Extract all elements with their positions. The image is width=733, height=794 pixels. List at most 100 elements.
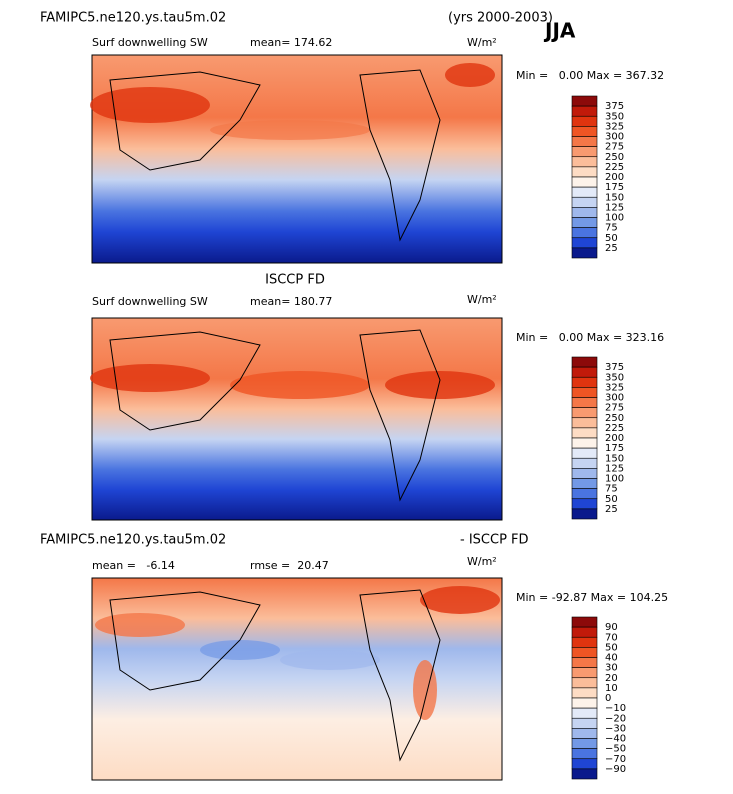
colorbar-box <box>571 376 598 388</box>
colorbar-box <box>571 126 598 137</box>
colorbars: 3753503253002752502252001751501251007550… <box>571 95 626 780</box>
colorbar-label: 250 <box>605 413 624 424</box>
colorbar-box <box>571 636 598 648</box>
colorbar-label: 25 <box>605 243 618 254</box>
mean: mean= 174.62 <box>250 36 332 49</box>
mean: mean = -6.14 <box>92 559 175 572</box>
colorbar-box <box>571 488 598 500</box>
years: (yrs 2000-2003) <box>448 11 553 26</box>
colorbar-box <box>571 687 598 699</box>
colorbar-label: 70 <box>605 632 618 643</box>
colorbar-label: 200 <box>605 433 624 444</box>
colorbar-label: 0 <box>605 693 611 704</box>
colorbar-label: 150 <box>605 453 624 464</box>
colorbar-box <box>571 728 598 739</box>
colorbar-label: 50 <box>605 642 618 653</box>
colorbar-box <box>571 95 598 107</box>
colorbar-label: −50 <box>605 744 626 755</box>
colorbar-label: −90 <box>605 764 626 775</box>
colorbar-label: 125 <box>605 463 624 474</box>
colorbar-label: 275 <box>605 142 624 153</box>
colorbar-box <box>571 247 598 259</box>
colorbar-label: 10 <box>605 683 618 694</box>
colorbar-label: 75 <box>605 484 618 495</box>
min-max: Min = -92.87 Max = 104.25 <box>516 591 668 604</box>
colorbar-box <box>571 397 598 408</box>
colorbar-box <box>571 176 598 188</box>
colorbar-label: −30 <box>605 723 626 734</box>
min-max: Min = 0.00 Max = 367.32 <box>516 69 664 82</box>
colorbar-label: 225 <box>605 423 624 434</box>
panel-title: - ISCCP FD <box>460 533 529 548</box>
colorbar-box <box>571 217 598 228</box>
colorbar-box <box>571 437 598 449</box>
colorbar-label: 100 <box>605 474 624 485</box>
colorbar-box <box>571 717 598 729</box>
colorbar-box <box>571 105 598 117</box>
colorbar-label: 75 <box>605 223 618 234</box>
colorbar-label: 375 <box>605 362 624 373</box>
colorbar-box <box>571 758 598 770</box>
colorbar-box <box>571 196 598 208</box>
colorbar-box <box>571 227 598 239</box>
colorbar-box <box>571 366 598 378</box>
colorbar-box <box>571 237 598 249</box>
colorbar-label: 225 <box>605 162 624 173</box>
colorbar-box <box>571 498 598 510</box>
colorbar-label: 50 <box>605 494 618 505</box>
colorbar-label: −40 <box>605 734 626 745</box>
colorbar-box <box>571 146 598 158</box>
colorbar-box <box>571 697 598 709</box>
colorbar-box <box>571 647 598 658</box>
colorbar-box <box>571 207 598 218</box>
colorbar-box <box>571 657 598 668</box>
colorbar-label: −20 <box>605 713 626 724</box>
mean: mean= 180.77 <box>250 295 332 308</box>
colorbar-box <box>571 768 598 780</box>
colorbar-label: 50 <box>605 233 618 244</box>
colorbar-label: 90 <box>605 622 618 633</box>
colorbar-box <box>571 626 598 638</box>
map <box>90 317 503 521</box>
colorbar-box <box>571 667 598 679</box>
colorbar-box <box>571 166 598 178</box>
units: W/m² <box>467 293 497 306</box>
colorbar-box <box>571 707 598 719</box>
colorbar-label: 300 <box>605 132 624 143</box>
colorbar-box <box>571 478 598 489</box>
units: W/m² <box>467 36 497 49</box>
colorbar-label: 325 <box>605 121 624 132</box>
colorbar-box <box>571 186 598 198</box>
map <box>91 577 503 781</box>
season: JJA <box>543 19 576 43</box>
colorbar-label: 150 <box>605 192 624 203</box>
min-max: Min = 0.00 Max = 323.16 <box>516 331 664 344</box>
colorbar-label: 200 <box>605 172 624 183</box>
colorbar-label: −10 <box>605 703 626 714</box>
map <box>90 54 503 264</box>
colorbar-box <box>571 677 598 689</box>
colorbar-label: 100 <box>605 213 624 224</box>
colorbar-box <box>571 738 598 749</box>
panel-title: ISCCP FD <box>265 273 325 288</box>
colorbar-label: 275 <box>605 403 624 414</box>
colorbar-label: 250 <box>605 152 624 163</box>
colorbar-box <box>571 417 598 429</box>
colorbar-box <box>571 136 598 147</box>
colorbar-label: 175 <box>605 182 624 193</box>
colorbar-label: 125 <box>605 202 624 213</box>
colorbar-label: 350 <box>605 372 624 383</box>
colorbar-label: −70 <box>605 754 626 765</box>
colorbar-box <box>571 748 598 760</box>
colorbar-box <box>571 407 598 419</box>
colorbar-label: 300 <box>605 393 624 404</box>
colorbar-label: 40 <box>605 653 618 664</box>
colorbar-label: 25 <box>605 504 618 515</box>
colorbar-box <box>571 468 598 479</box>
run-name: FAMIPC5.ne120.ys.tau5m.02 <box>40 11 226 26</box>
colorbar-box <box>571 156 598 168</box>
colorbar-box <box>571 387 598 398</box>
colorbar-box <box>571 447 598 459</box>
panel-title: FAMIPC5.ne120.ys.tau5m.02 <box>40 533 226 548</box>
